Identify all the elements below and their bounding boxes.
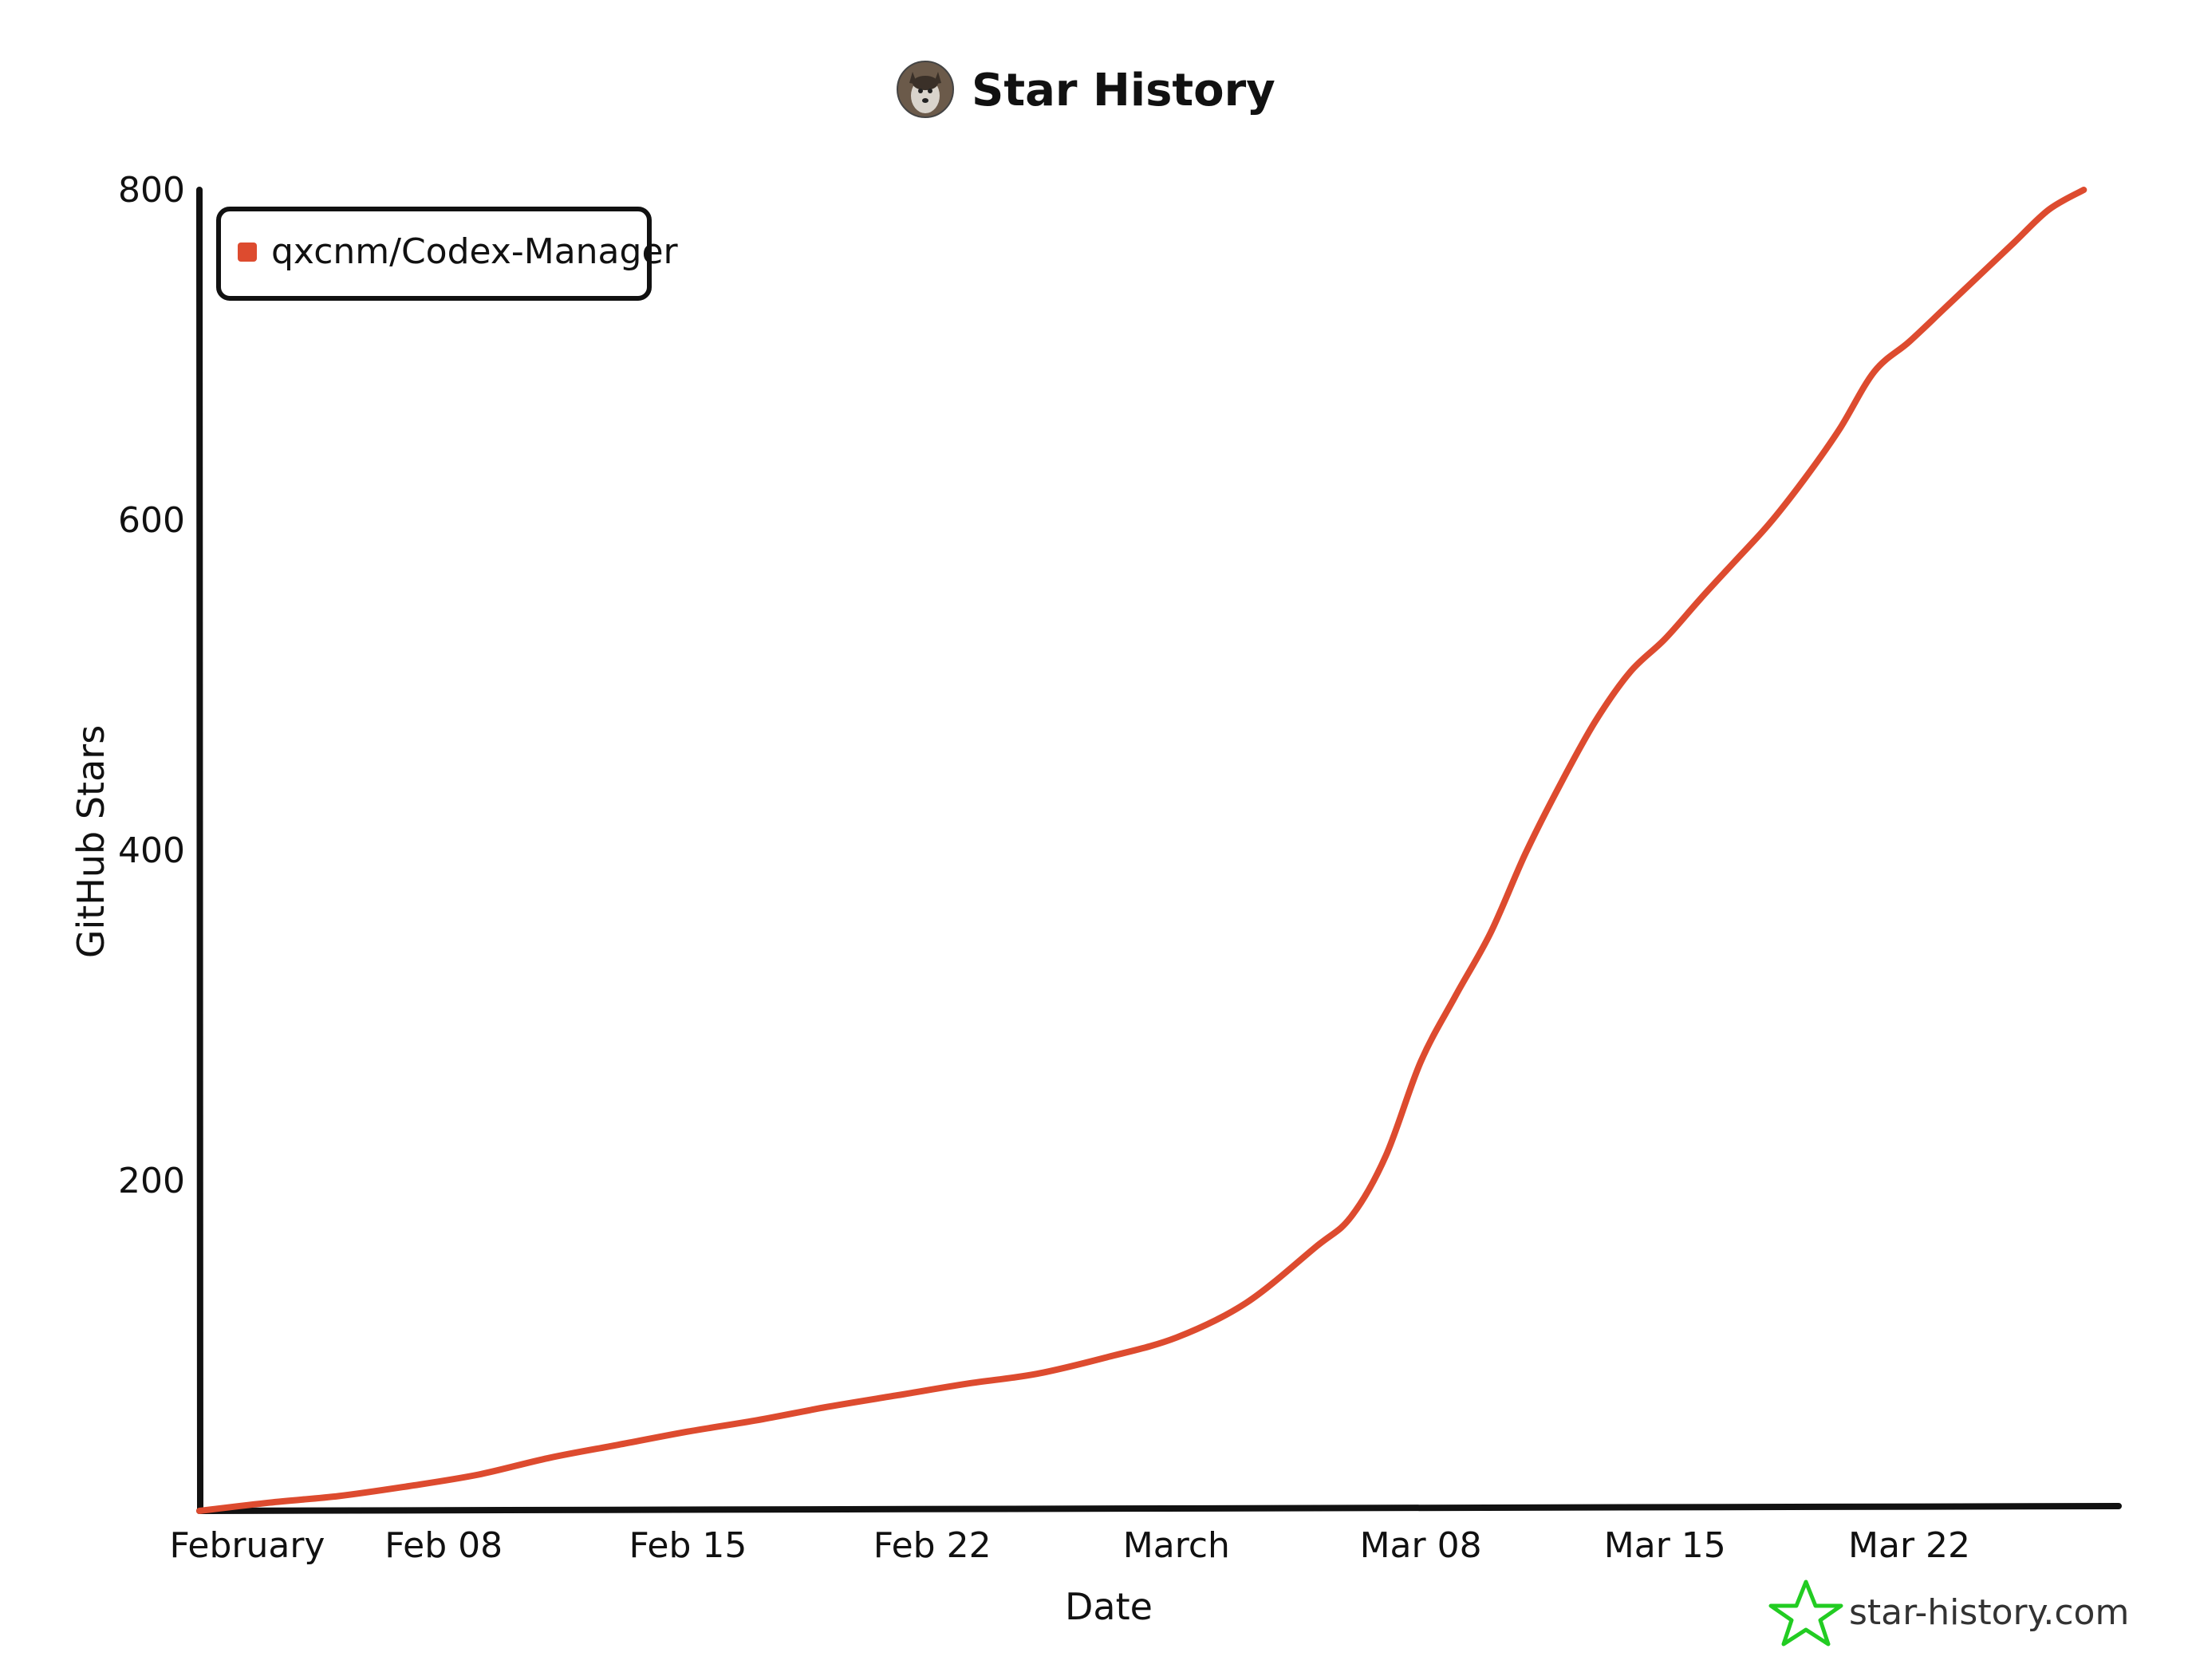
star-outline-icon xyxy=(1768,1579,1843,1646)
x-tick-label: Feb 22 xyxy=(873,1525,992,1566)
chart-title: Star History xyxy=(972,65,1275,116)
x-tick-label: Mar 22 xyxy=(1848,1525,1970,1566)
legend-swatch xyxy=(238,243,257,262)
x-axis-ticks: February Feb 08 Feb 15 Feb 22 March Mar 08 Mar… xyxy=(170,1525,1971,1566)
x-axis-line xyxy=(196,1503,2122,1514)
x-axis-label: Date xyxy=(1065,1585,1153,1628)
chart-header: Star History xyxy=(897,61,1275,118)
x-tick-label: Feb 08 xyxy=(384,1525,503,1566)
x-tick-label: Mar 15 xyxy=(1604,1525,1726,1566)
x-tick-label: Feb 15 xyxy=(629,1525,747,1566)
axes xyxy=(195,187,2122,1514)
husky-avatar-icon xyxy=(897,61,954,118)
legend: qxcnm/Codex-Manager xyxy=(216,207,679,301)
y-axis-ticks: 200 400 600 800 xyxy=(118,170,185,1201)
x-tick-label: March xyxy=(1123,1525,1230,1566)
y-tick-label: 200 xyxy=(118,1161,185,1201)
y-tick-label: 600 xyxy=(118,500,185,541)
y-tick-label: 800 xyxy=(118,170,185,211)
watermark-text: star-history.com xyxy=(1849,1592,2129,1633)
legend-label: qxcnm/Codex-Manager xyxy=(271,231,679,272)
y-axis-line xyxy=(195,187,203,1514)
x-tick-label: February xyxy=(170,1525,325,1566)
watermark: star-history.com xyxy=(1768,1579,2129,1646)
y-tick-label: 400 xyxy=(118,830,185,871)
legend-box xyxy=(216,207,652,301)
x-tick-label: Mar 08 xyxy=(1360,1525,1482,1566)
series-line-0 xyxy=(196,187,2088,1514)
series-layer xyxy=(196,187,2088,1514)
y-axis-label: GitHub Stars xyxy=(69,725,112,958)
